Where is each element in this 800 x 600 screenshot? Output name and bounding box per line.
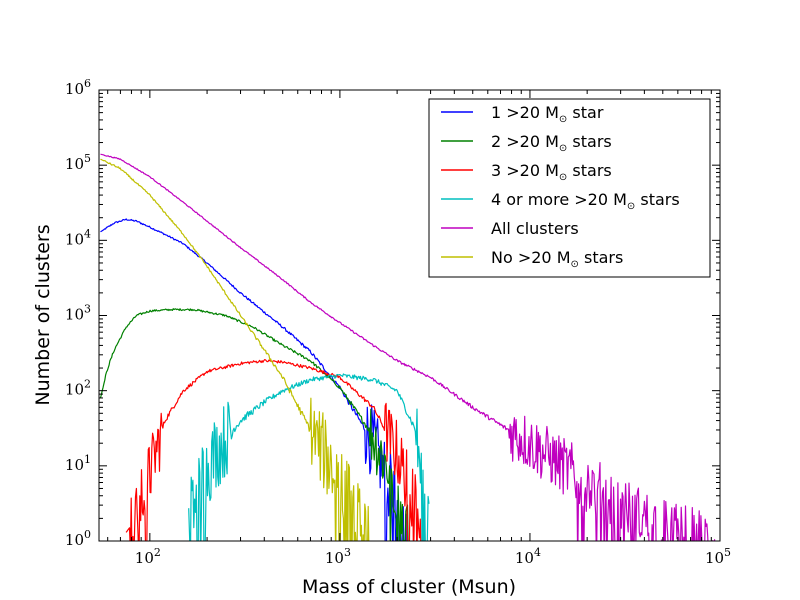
- series-layer: [99, 153, 716, 541]
- tick-layer: 102 103 104 105 100 101 102 103 104 105 106: [65, 77, 731, 567]
- y-tick-label: 101: [65, 453, 91, 474]
- legend-label-6: No >20 M⊙ stars: [491, 248, 623, 270]
- legend-box: [428, 98, 711, 278]
- series-line-5: [100, 153, 716, 541]
- legend-label-1: 1 >20 M⊙ star: [491, 103, 604, 125]
- legend-label-3: 3 >20 M⊙ stars: [491, 161, 612, 183]
- y-axis-label: Number of clusters: [32, 224, 54, 405]
- x-tick-label: 102: [135, 546, 161, 567]
- y-tick-label: 105: [65, 152, 91, 173]
- y-tick-label: 100: [65, 528, 91, 549]
- legend-label-5: All clusters: [491, 219, 579, 238]
- legend-label-2: 2 >20 M⊙ stars: [491, 132, 612, 154]
- series-line-3: [125, 359, 426, 541]
- x-axis-label: Mass of cluster (Msun): [302, 576, 516, 598]
- series-line-1: [100, 218, 407, 541]
- x-tick-label: 104: [515, 546, 541, 567]
- x-tick-label: 105: [705, 546, 731, 567]
- y-tick-label: 103: [65, 303, 91, 324]
- legend: 1 >20 M⊙ star 2 >20 M⊙ stars 3 >20 M⊙ star…: [428, 98, 711, 278]
- legend-label-4: 4 or more >20 M⊙ stars: [491, 190, 680, 212]
- y-tick-label: 106: [65, 77, 91, 98]
- y-tick-label: 102: [65, 378, 91, 399]
- x-tick-label: 103: [325, 546, 351, 567]
- series-line-6: [100, 158, 370, 541]
- series-line-4: [188, 373, 430, 541]
- series-line-2: [99, 308, 409, 541]
- y-tick-label: 104: [65, 227, 91, 248]
